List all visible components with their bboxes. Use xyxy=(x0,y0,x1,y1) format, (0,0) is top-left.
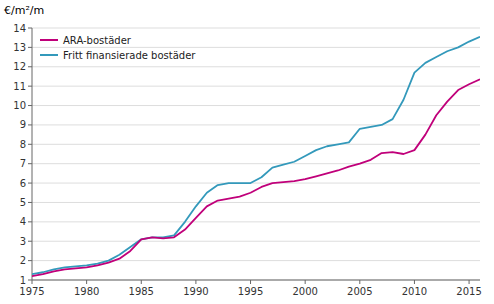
legend-swatch xyxy=(40,39,58,41)
x-tick-label: 2010 xyxy=(402,286,427,297)
grid xyxy=(32,28,480,280)
grid-line xyxy=(32,280,480,281)
y-tick xyxy=(28,86,32,87)
y-tick-label: 13 xyxy=(13,42,26,53)
y-axis-line xyxy=(32,28,33,280)
y-tick-label: 2 xyxy=(20,255,26,266)
x-tick xyxy=(195,280,196,284)
x-tick-label: 2015 xyxy=(456,286,481,297)
grid-line xyxy=(32,221,480,222)
grid-line xyxy=(32,86,480,87)
chart: 1975198019851990199520002005201020151234… xyxy=(0,0,494,304)
x-tick xyxy=(141,280,142,284)
x-tick-label: 2005 xyxy=(347,286,372,297)
y-tick-label: 7 xyxy=(20,158,26,169)
x-tick xyxy=(250,280,251,284)
y-tick-label: 3 xyxy=(20,236,26,247)
grid-line xyxy=(32,144,480,145)
x-tick xyxy=(86,280,87,284)
y-tick-label: 1 xyxy=(20,275,26,286)
y-tick xyxy=(28,66,32,67)
y-tick xyxy=(28,47,32,48)
x-tick-label: 1975 xyxy=(19,286,44,297)
grid-line xyxy=(32,183,480,184)
y-tick xyxy=(28,124,32,125)
y-tick-label: 11 xyxy=(13,81,26,92)
series-line xyxy=(32,37,480,274)
y-tick xyxy=(28,202,32,203)
y-tick-label: 9 xyxy=(20,119,26,130)
x-tick-label: 1990 xyxy=(183,286,208,297)
x-axis-line xyxy=(32,280,480,281)
ticks: 1975198019851990199520002005201020151234… xyxy=(13,23,482,298)
x-tick xyxy=(359,280,360,284)
y-tick-label: 8 xyxy=(20,139,26,150)
x-tick-label: 1995 xyxy=(238,286,263,297)
x-tick xyxy=(414,280,415,284)
y-tick xyxy=(28,280,32,281)
y-tick xyxy=(28,241,32,242)
legend-entry: Fritt finansierade bostäder xyxy=(63,50,196,61)
y-tick xyxy=(28,105,32,106)
y-tick xyxy=(28,28,32,29)
x-tick xyxy=(32,280,33,284)
grid-line xyxy=(32,124,480,125)
grid-line xyxy=(32,47,480,48)
y-tick xyxy=(28,144,32,145)
grid-line xyxy=(32,105,480,106)
legend-swatch xyxy=(40,54,58,56)
legend: ARA-bostäder Fritt finansierade bostäder xyxy=(40,35,196,61)
y-tick-label: 12 xyxy=(13,61,26,72)
grid-line xyxy=(32,260,480,261)
y-tick-label: 6 xyxy=(20,178,26,189)
legend-entry: ARA-bostäder xyxy=(63,35,132,46)
y-tick-label: 5 xyxy=(20,197,26,208)
y-tick-label: 4 xyxy=(20,216,26,227)
plot-area xyxy=(32,37,480,276)
y-tick-label: 14 xyxy=(13,23,26,34)
y-tick-label: 10 xyxy=(13,100,26,111)
y-tick xyxy=(28,260,32,261)
x-tick-label: 1980 xyxy=(74,286,99,297)
x-tick xyxy=(305,280,306,284)
grid-line xyxy=(32,28,480,29)
y-axis-label: €/m²/m xyxy=(4,4,44,17)
x-tick xyxy=(469,280,470,284)
y-tick xyxy=(28,221,32,222)
series-line xyxy=(32,79,480,276)
grid-line xyxy=(32,202,480,203)
grid-line xyxy=(32,66,480,67)
grid-line xyxy=(32,241,480,242)
y-tick xyxy=(28,163,32,164)
x-tick-label: 2000 xyxy=(292,286,317,297)
grid-line xyxy=(32,163,480,164)
y-tick xyxy=(28,183,32,184)
x-tick-label: 1985 xyxy=(129,286,154,297)
